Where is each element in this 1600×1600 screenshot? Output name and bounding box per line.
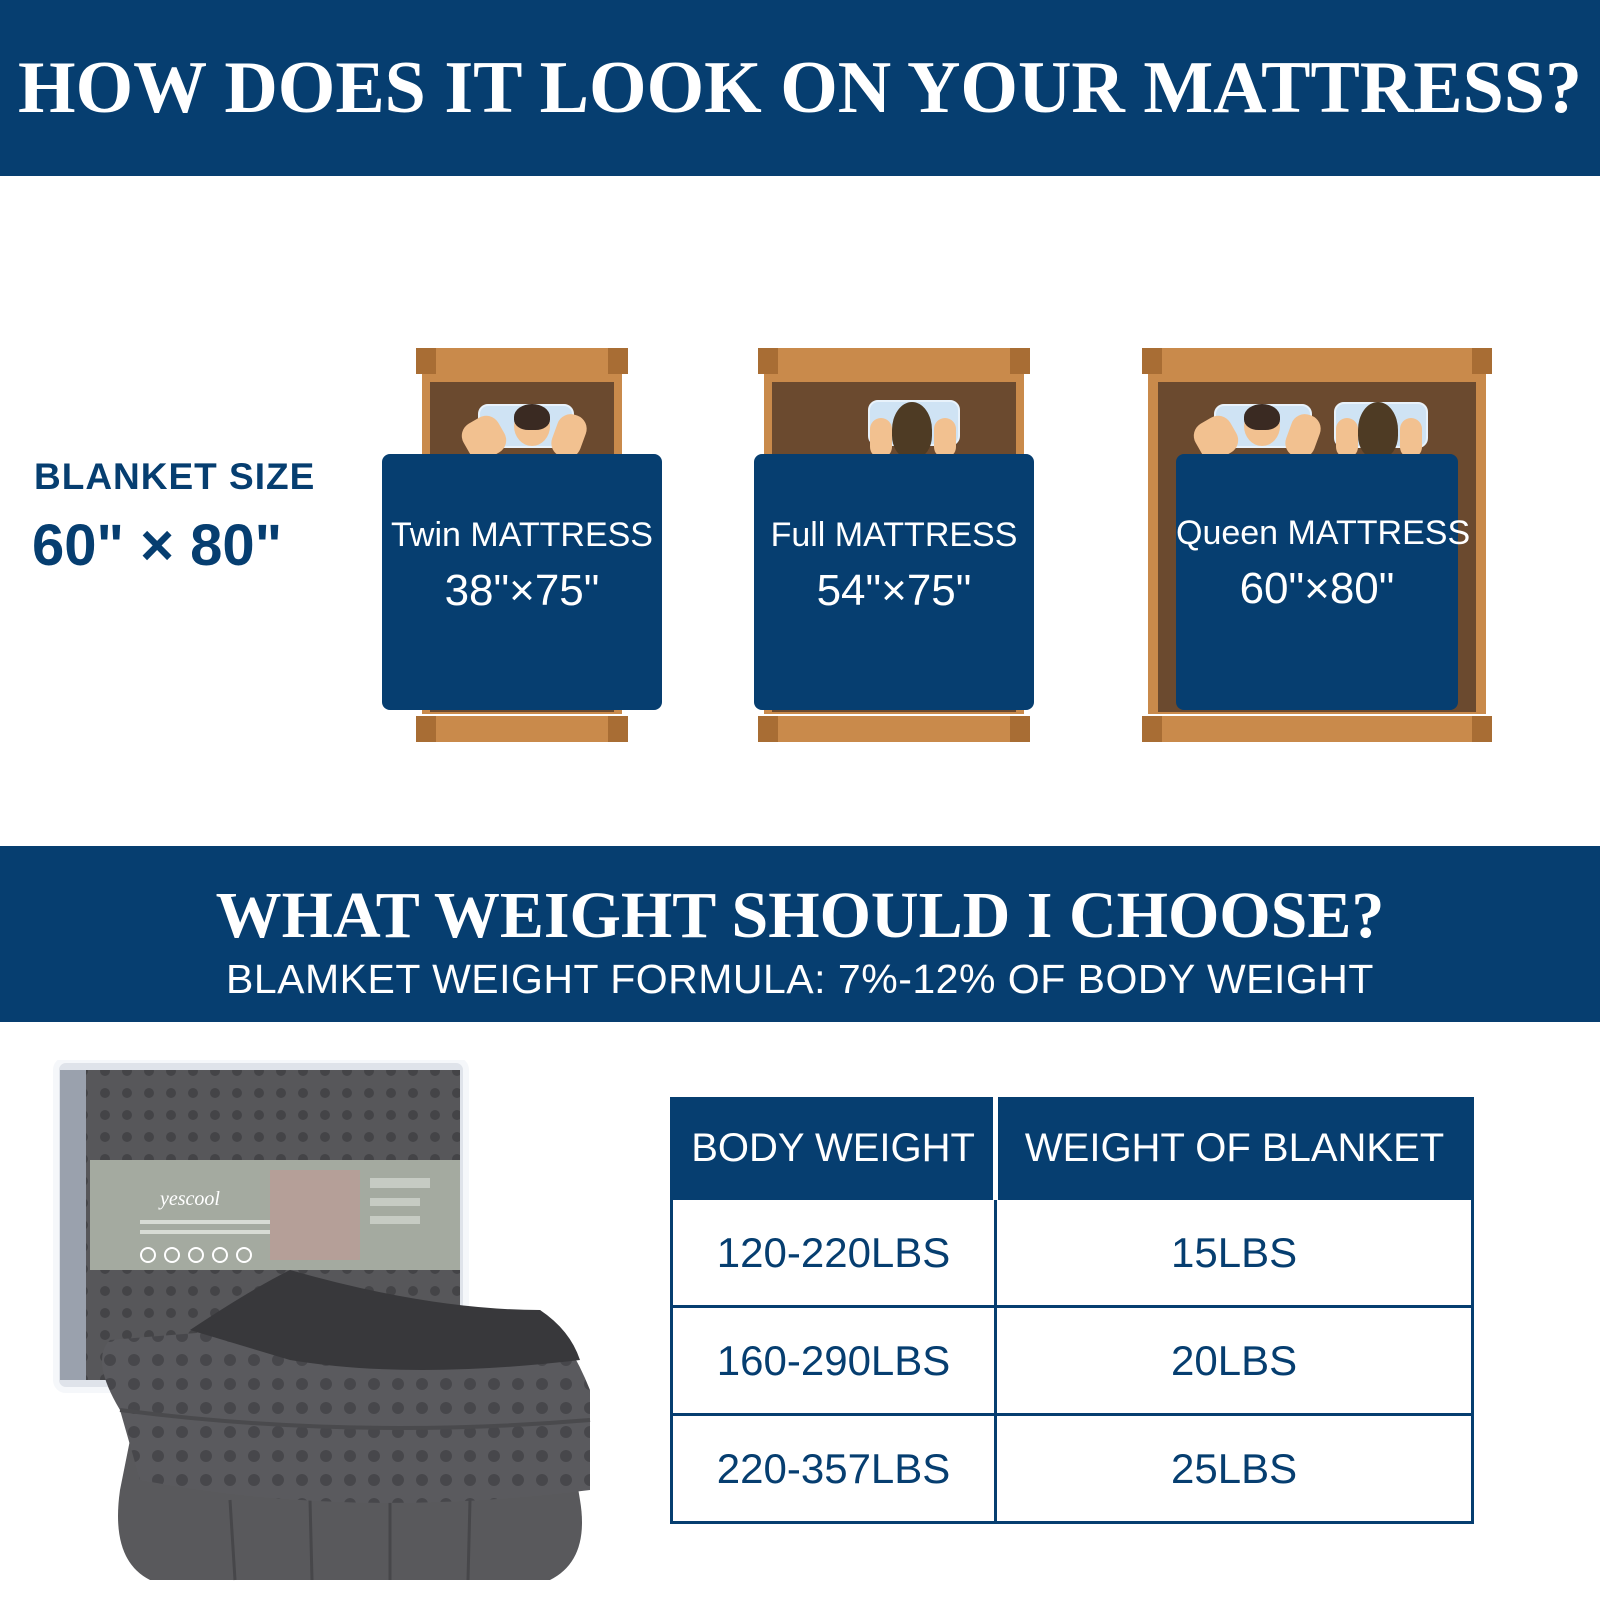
body-weight-cell: 120-220LBS <box>669 1198 998 1308</box>
blanket-size-value: 60" × 80" <box>32 513 283 578</box>
body-weight-cell: 220-357LBS <box>669 1413 998 1524</box>
blanket-twin: Twin MATTRESS 38"×75" <box>382 454 662 710</box>
brand-logo: yescool <box>158 1188 220 1210</box>
arm <box>1400 418 1422 458</box>
header-body-weight: BODY WEIGHT <box>669 1097 998 1200</box>
blanket-weight-cell: 20LBS <box>994 1305 1474 1416</box>
mattress-name: Twin MATTRESS <box>391 516 653 554</box>
blanket-size-label: BLANKET SIZE <box>34 456 316 497</box>
footboard <box>758 716 1030 742</box>
body-weight-cell: 160-290LBS <box>669 1305 998 1416</box>
top-banner: HOW DOES IT LOOK ON YOUR MATTRESS? <box>0 0 1600 176</box>
weighted-blanket-package-image: yescool <box>53 1057 591 1581</box>
mattress-dimensions: 54"×75" <box>816 566 972 615</box>
weight-section-title: WHAT WEIGHT SHOULD I CHOOSE? <box>215 879 1385 952</box>
mattress-name: Queen MATTRESS <box>1176 514 1471 552</box>
headboard <box>416 348 628 374</box>
weight-banner: WHAT WEIGHT SHOULD I CHOOSE? BLAMKET WEI… <box>0 846 1600 1022</box>
product-image: yescool <box>50 1057 610 1590</box>
mattress-dimensions: 38"×75" <box>444 566 600 615</box>
weight-formula: BLAMKET WEIGHT FORMULA: 7%-12% OF BODY W… <box>226 956 1374 1002</box>
person-hair <box>1244 404 1280 430</box>
mattress-name: Full MATTRESS <box>770 516 1018 554</box>
person-hair <box>1358 402 1398 458</box>
blanket-weight-cell: 25LBS <box>994 1413 1474 1524</box>
footboard <box>416 716 628 742</box>
headboard <box>1142 348 1492 374</box>
footboard <box>1142 716 1492 742</box>
arm <box>1336 418 1358 458</box>
table-row: 120-220LBS 15LBS <box>669 1198 1474 1308</box>
queen-bed-illustration: Queen MATTRESS 60"×80" <box>1142 348 1492 742</box>
headboard <box>758 348 1030 374</box>
blanket-weight-cell: 15LBS <box>994 1198 1474 1308</box>
table-row: 220-357LBS 25LBS <box>669 1413 1474 1524</box>
header-blanket-weight: WEIGHT OF BLANKET <box>993 1097 1474 1200</box>
person-hair <box>892 402 932 458</box>
table-header-row: BODY WEIGHT WEIGHT OF BLANKET <box>669 1097 1474 1200</box>
blanket-queen: Queen MATTRESS 60"×80" <box>1176 454 1471 710</box>
page-title: HOW DOES IT LOOK ON YOUR MATTRESS? <box>18 47 1582 129</box>
weight-table: BODY WEIGHT WEIGHT OF BLANKET 120-220LBS… <box>669 1097 1474 1524</box>
person-hair <box>514 404 550 430</box>
blanket-full: Full MATTRESS 54"×75" <box>754 454 1034 710</box>
arm <box>934 418 956 458</box>
full-bed-illustration: Full MATTRESS 54"×75" <box>754 348 1044 742</box>
mattress-dimensions: 60"×80" <box>1239 564 1395 613</box>
table-row: 160-290LBS 20LBS <box>669 1305 1474 1416</box>
twin-bed-illustration: Twin MATTRESS 38"×75" <box>382 348 672 742</box>
arm <box>870 418 892 458</box>
